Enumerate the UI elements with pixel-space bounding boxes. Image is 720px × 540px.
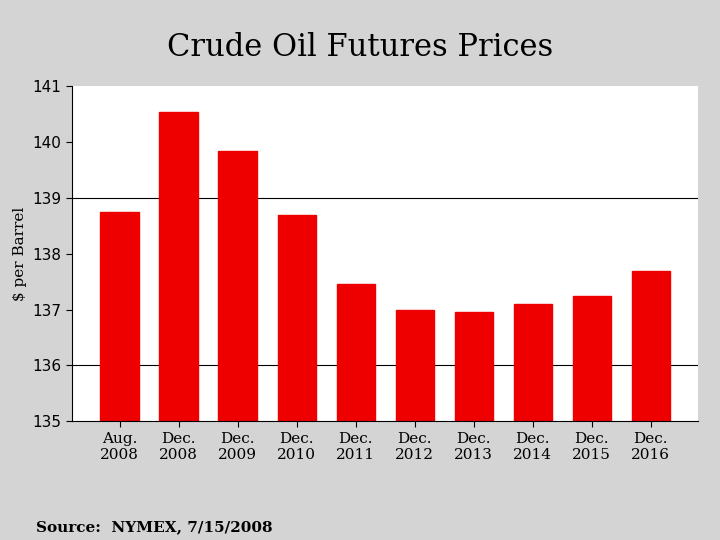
Text: Source:  NYMEX, 7/15/2008: Source: NYMEX, 7/15/2008 [36, 521, 273, 535]
Bar [101, 212, 139, 421]
Bar [218, 151, 257, 421]
Bar [454, 313, 493, 421]
Text: Crude Oil Futures Prices: Crude Oil Futures Prices [167, 32, 553, 63]
Bar [277, 215, 316, 421]
Bar [395, 309, 434, 421]
Bar [336, 285, 375, 421]
Bar [513, 304, 552, 421]
Bar [631, 271, 670, 421]
Bar [160, 111, 198, 421]
Bar [572, 295, 611, 421]
Y-axis label: $ per Barrel: $ per Barrel [13, 207, 27, 301]
